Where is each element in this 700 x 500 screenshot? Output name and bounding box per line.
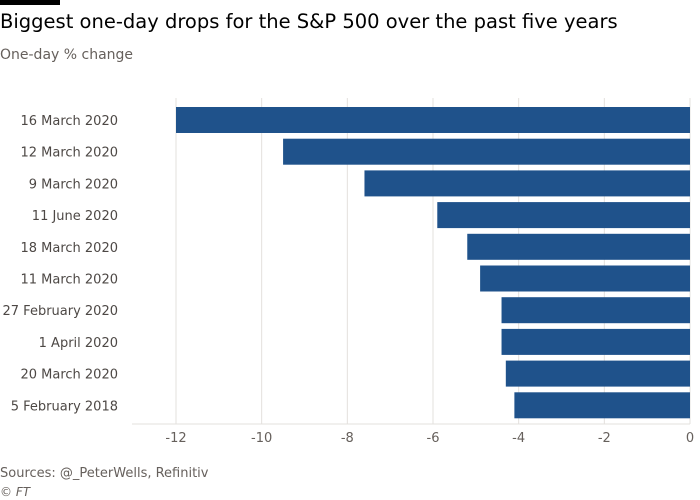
bar-chart: 16 March 2020 12 March 2020 9 March 2020 11… — [3, 98, 694, 446]
category-label: 16 March 2020 — [20, 114, 118, 129]
bar — [467, 233, 690, 260]
bars — [176, 107, 690, 419]
x-tick-label: -12 — [165, 431, 186, 446]
bar — [501, 328, 690, 355]
bar — [437, 202, 690, 229]
x-tick-label: 0 — [686, 431, 694, 446]
category-label: 20 March 2020 — [20, 368, 118, 383]
category-label: 9 March 2020 — [29, 177, 118, 192]
chart-title: Biggest one-day drops for the S&P 500 ov… — [0, 10, 618, 33]
x-tick-label: -2 — [598, 431, 611, 446]
x-tick-label: -4 — [512, 431, 525, 446]
category-label: 18 March 2020 — [20, 241, 118, 256]
source-note: Sources: @_PeterWells, Refinitiv — [0, 466, 209, 481]
category-label: 12 March 2020 — [20, 146, 118, 161]
bar — [501, 297, 690, 324]
x-tick-label: -10 — [251, 431, 272, 446]
copyright-credit: © FT — [0, 485, 31, 499]
chart-subtitle: One-day % change — [0, 47, 134, 63]
bar — [505, 360, 690, 387]
bar — [283, 138, 690, 165]
category-label: 1 April 2020 — [39, 336, 118, 351]
x-axis-ticks: -12 -10 -8 -6 -4 -2 0 — [165, 431, 694, 446]
category-labels: 16 March 2020 12 March 2020 9 March 2020 11… — [3, 114, 119, 414]
bar — [480, 265, 690, 292]
category-label: 11 March 2020 — [20, 273, 118, 288]
bar — [514, 392, 690, 419]
x-tick-label: -6 — [427, 431, 440, 446]
category-label: 27 February 2020 — [3, 304, 119, 319]
category-label: 11 June 2020 — [32, 209, 118, 224]
bar — [364, 170, 690, 197]
bar — [176, 107, 690, 133]
category-label: 5 February 2018 — [11, 399, 118, 414]
brand-bar — [0, 0, 60, 5]
x-tick-label: -8 — [341, 431, 354, 446]
